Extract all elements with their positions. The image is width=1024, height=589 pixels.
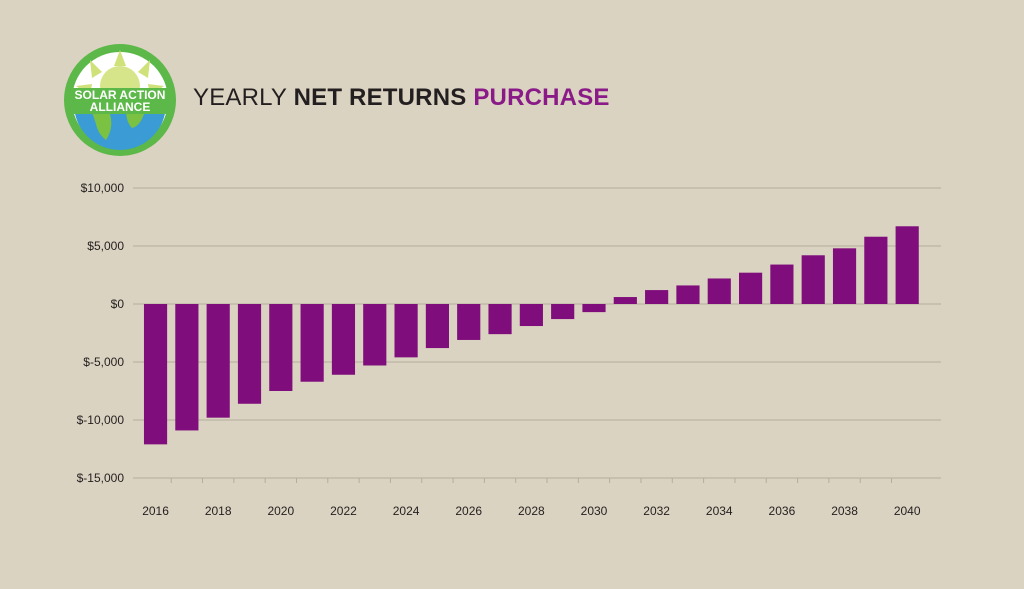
y-tick-label: $-15,000 <box>77 471 125 485</box>
y-axis-tick-labels: $10,000 $5,000 $0 $-5,000 $-10,000 $-15,000 <box>77 181 125 485</box>
bar-2031 <box>613 297 637 304</box>
x-axis-tick-labels: 2016 2018 2020 2022 2024 2026 2028 2030 2032 2034… <box>142 478 921 518</box>
bar-2037 <box>801 255 825 304</box>
y-tick-label: $-5,000 <box>83 355 124 369</box>
solar-action-alliance-logo: SOLAR ACTION ALLIANCE <box>64 44 176 156</box>
y-tick-label: $5,000 <box>87 239 124 253</box>
bar-2036 <box>770 264 794 304</box>
bar-2033 <box>676 285 700 304</box>
bar-2038 <box>832 248 857 304</box>
bar-2026 <box>457 304 481 340</box>
bar-2039 <box>864 236 888 304</box>
bar-2025 <box>425 304 449 349</box>
bar-2022 <box>331 304 356 375</box>
x-tick-label: 2018 <box>205 504 232 518</box>
x-tick-label: 2030 <box>581 504 608 518</box>
bar-2030 <box>582 304 606 313</box>
bar-2024 <box>394 304 418 358</box>
bar-2034 <box>707 278 731 304</box>
x-tick-label: 2028 <box>518 504 545 518</box>
x-tick-label: 2026 <box>455 504 482 518</box>
bar-2019 <box>237 304 262 404</box>
x-tick-label: 2032 <box>643 504 670 518</box>
title-part-purchase: PURCHASE <box>473 84 610 111</box>
bar-2040 <box>895 226 919 304</box>
x-tick-label: 2024 <box>393 504 420 518</box>
logo-text-line2: ALLIANCE <box>90 100 151 114</box>
x-tick-label: 2020 <box>267 504 294 518</box>
x-tick-label: 2038 <box>831 504 858 518</box>
chart-title: YEARLY NET RETURNS PURCHASE <box>193 84 610 112</box>
title-part-net-returns: NET RETURNS <box>293 84 467 111</box>
logo-banner <box>66 88 174 114</box>
logo-text-line1: SOLAR ACTION <box>75 88 166 102</box>
bar-2020 <box>269 304 293 391</box>
bar-2035 <box>739 272 763 304</box>
bar-2017 <box>175 304 199 431</box>
y-tick-label: $10,000 <box>81 181 125 195</box>
continents-icon <box>92 108 144 140</box>
bar-2023 <box>363 304 387 366</box>
bar-2021 <box>300 304 324 382</box>
x-tick-label: 2036 <box>769 504 796 518</box>
bar-2027 <box>488 304 512 335</box>
bar-2018 <box>206 304 230 418</box>
x-tick-label: 2016 <box>142 504 169 518</box>
x-tick-label: 2040 <box>894 504 921 518</box>
y-tick-label: $0 <box>111 297 125 311</box>
bar-2032 <box>645 290 669 304</box>
title-part-yearly: YEARLY <box>193 84 287 111</box>
y-tick-label: $-10,000 <box>77 413 125 427</box>
bar-2016 <box>143 304 168 445</box>
bars <box>143 226 919 445</box>
bar-2029 <box>551 304 575 320</box>
bar-2028 <box>519 304 543 327</box>
x-tick-label: 2022 <box>330 504 357 518</box>
x-tick-label: 2034 <box>706 504 733 518</box>
